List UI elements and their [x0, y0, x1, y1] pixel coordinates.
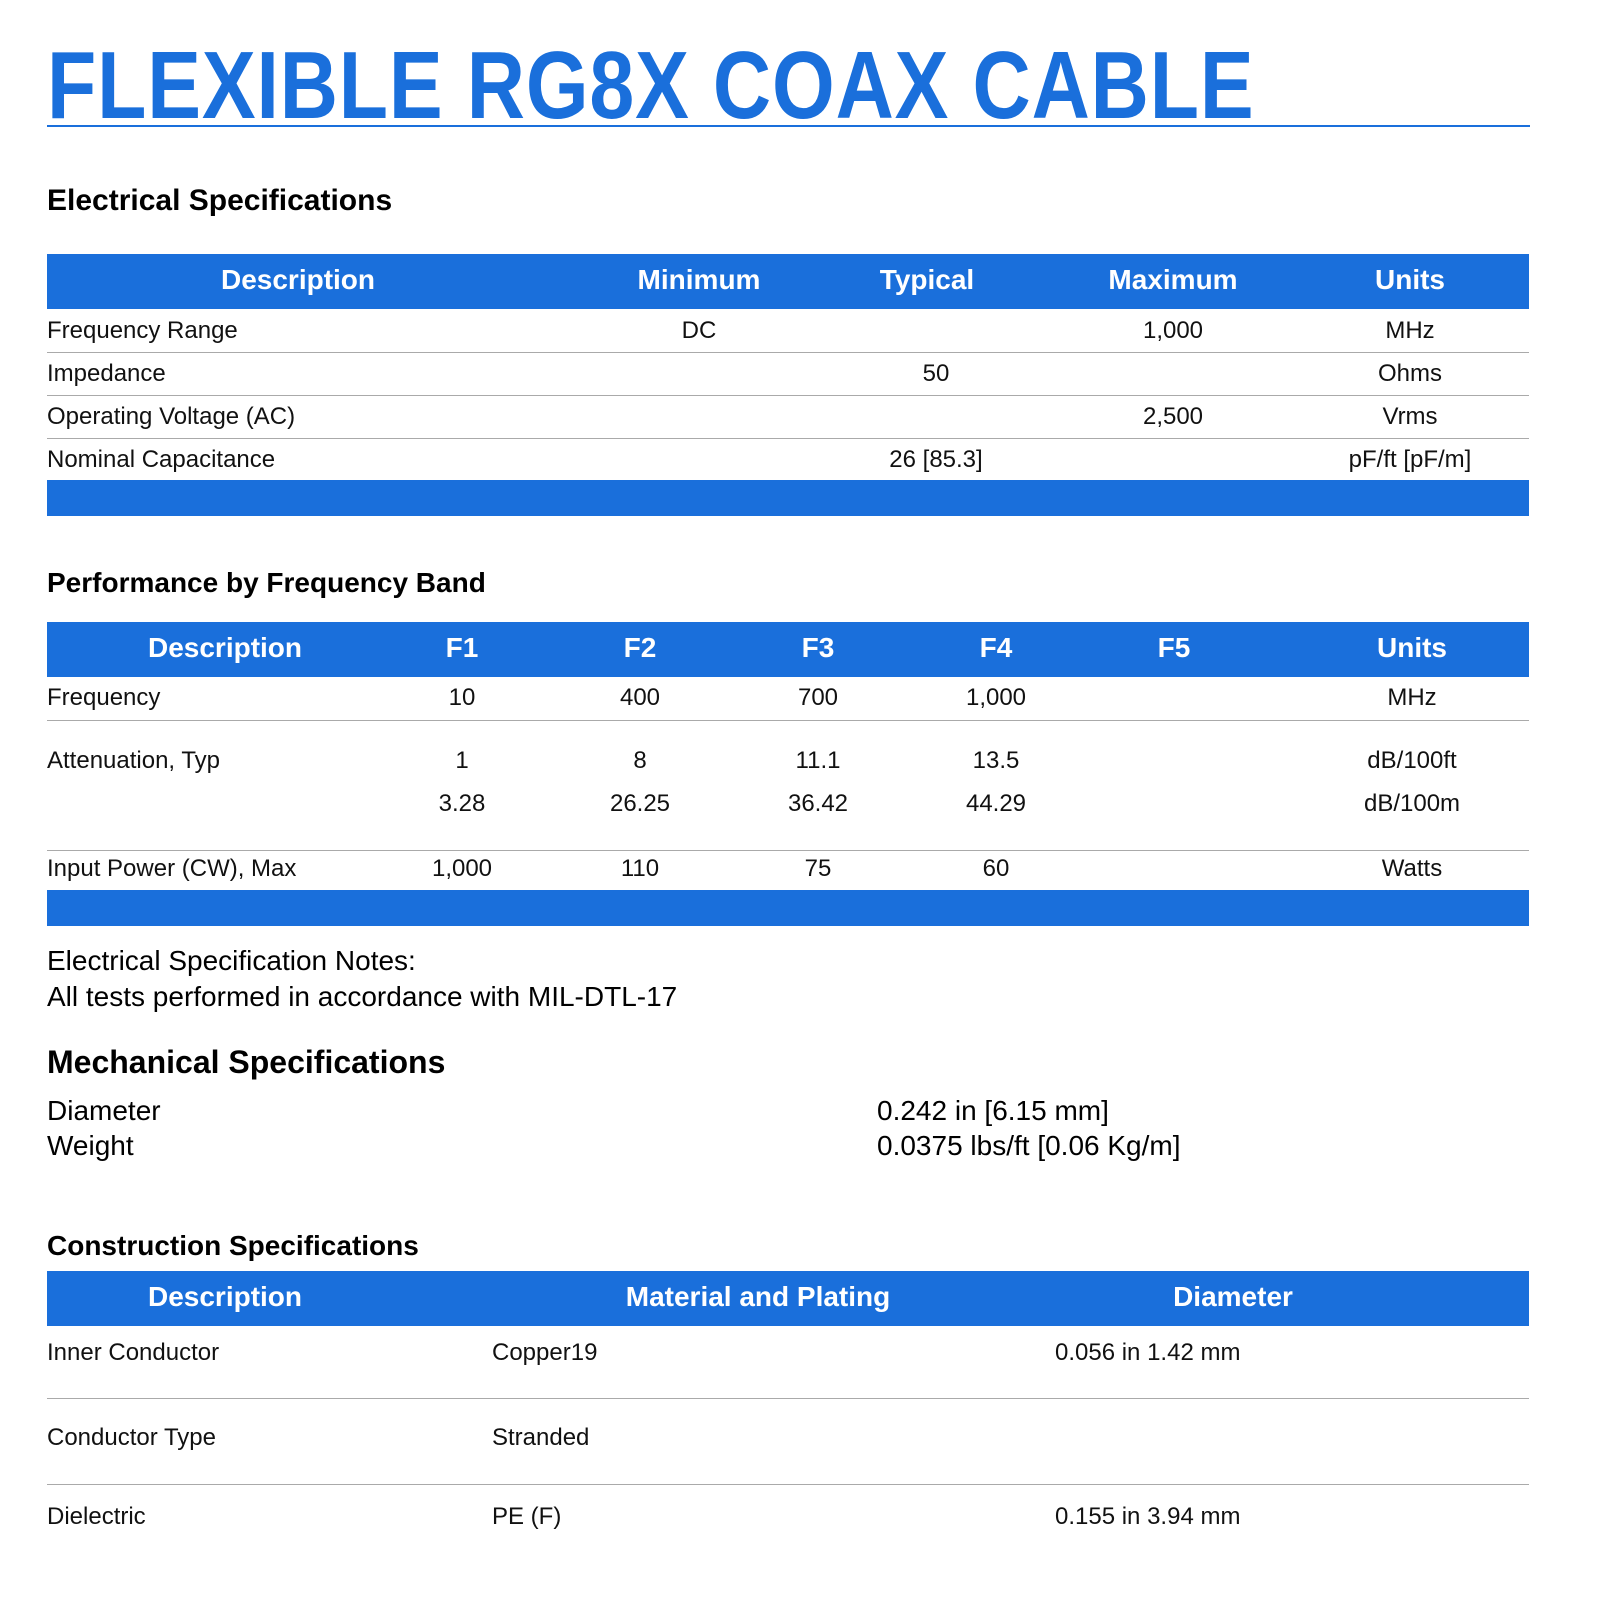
electrical-heading: Electrical Specifications [47, 184, 393, 217]
performance-heading: Performance by Frequency Band [47, 567, 486, 598]
performance-footer-bar [47, 890, 1529, 926]
table-cell: pF/ft [pF/m] [1348, 446, 1472, 473]
table-cell: 1 [455, 747, 469, 774]
table-cell: 8 [633, 747, 647, 774]
table-cell: dB/100ft [1367, 747, 1457, 774]
column-header: F2 [623, 632, 657, 663]
table-cell: 0.056 in 1.42 mm [1055, 1339, 1241, 1366]
construction-heading: Construction Specifications [47, 1230, 419, 1261]
column-header: F3 [801, 632, 835, 663]
table-cell: MHz [1387, 684, 1437, 711]
table-cell: Inner Conductor [47, 1339, 220, 1366]
table-cell: 1,000 [965, 684, 1027, 711]
performance-header-bar [47, 622, 1529, 677]
table-cell: MHz [1385, 317, 1435, 344]
row-divider [47, 438, 1529, 439]
table-cell: 700 [797, 684, 839, 711]
table-cell: Stranded [492, 1424, 590, 1451]
construction-header-bar [47, 1271, 1529, 1326]
table-cell: Dielectric [47, 1503, 146, 1530]
row-divider [47, 720, 1529, 721]
column-header: Typical [879, 264, 975, 295]
table-cell: DC [681, 317, 717, 344]
table-cell: 13.5 [972, 747, 1020, 774]
column-header: Material and Plating [625, 1281, 891, 1312]
table-cell: Copper19 [492, 1339, 598, 1366]
row-divider [47, 1484, 1529, 1485]
table-cell: Operating Voltage (AC) [47, 403, 296, 430]
table-cell: Conductor Type [47, 1424, 216, 1451]
table-cell: 26 [85.3] [889, 446, 983, 473]
table-cell: 1,000 [431, 855, 493, 882]
row-divider [47, 1398, 1529, 1399]
column-header: F1 [445, 632, 479, 663]
row-divider [47, 850, 1529, 851]
notes-title: Electrical Specification Notes: [47, 945, 416, 976]
table-cell: 60 [982, 855, 1010, 882]
table-cell: 110 [620, 855, 660, 882]
column-header: Description [220, 264, 376, 295]
row-divider [47, 352, 1529, 353]
table-cell: 400 [619, 684, 661, 711]
title-underline [47, 125, 1530, 127]
table-cell: Vrms [1382, 403, 1438, 430]
column-header: Minimum [637, 264, 761, 295]
table-cell: 36.42 [787, 790, 849, 817]
table-cell: PE (F) [492, 1503, 562, 1530]
mech-label: Weight [47, 1130, 134, 1161]
electrical-header-bar [47, 254, 1529, 309]
table-cell: Frequency [47, 684, 161, 711]
table-cell: 26.25 [609, 790, 671, 817]
table-cell: Frequency Range [47, 317, 238, 344]
column-header: Units [1377, 632, 1447, 663]
table-cell: 44.29 [965, 790, 1027, 817]
table-cell: Nominal Capacitance [47, 446, 276, 473]
column-header: F5 [1157, 632, 1191, 663]
table-cell: Attenuation, Typ [47, 747, 221, 774]
mechanical-heading: Mechanical Specifications [47, 1044, 446, 1080]
table-cell: 3.28 [438, 790, 486, 817]
table-cell: dB/100m [1363, 790, 1461, 817]
table-cell: Watts [1381, 855, 1443, 882]
page-title: FLEXIBLE RG8X COAX CABLE [47, 32, 1255, 139]
notes-text: All tests performed in accordance with M… [47, 981, 678, 1012]
mech-label: Diameter [47, 1095, 161, 1126]
column-header: Description [147, 632, 303, 663]
mech-value: 0.0375 lbs/ft [0.06 Kg/m] [877, 1130, 1181, 1161]
table-cell: 75 [804, 855, 832, 882]
table-cell: 50 [922, 360, 950, 387]
table-cell: 2,500 [1142, 403, 1204, 430]
table-cell: Input Power (CW), Max [47, 855, 297, 882]
table-cell: 10 [448, 684, 476, 711]
table-cell: Impedance [47, 360, 166, 387]
column-header: Description [147, 1281, 303, 1312]
column-header: F4 [979, 632, 1013, 663]
mech-value: 0.242 in [6.15 mm] [877, 1095, 1109, 1126]
electrical-footer-bar [47, 480, 1529, 516]
column-header: Maximum [1108, 264, 1238, 295]
table-cell: 1,000 [1142, 317, 1204, 344]
table-cell: Ohms [1377, 360, 1443, 387]
column-header: Units [1375, 264, 1445, 295]
column-header: Diameter [1173, 1281, 1293, 1312]
table-cell: 0.155 in 3.94 mm [1055, 1503, 1241, 1530]
row-divider [47, 395, 1529, 396]
table-cell: 11.1 [795, 747, 841, 774]
